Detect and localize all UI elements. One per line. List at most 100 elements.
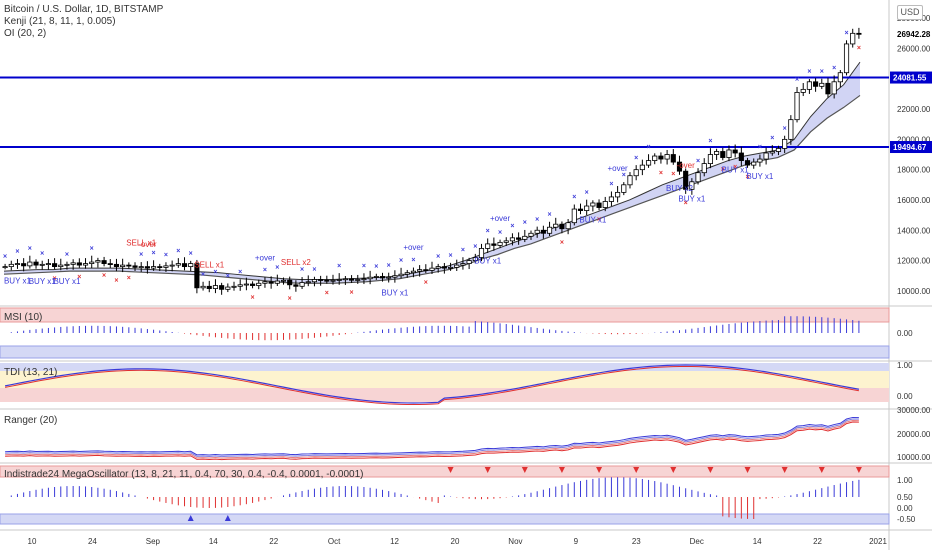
stop-marker: × [745,174,749,181]
candle-body [274,280,280,284]
candle-body [250,283,256,286]
stop-marker: × [65,251,69,258]
candle-body [571,208,577,224]
candle-body [856,32,862,35]
candle-body [126,264,132,267]
candle-body [602,201,608,208]
indicator-kenji-label[interactable]: Kenji (21, 8, 11, 1, 0.005) [4,16,116,27]
stop-marker: × [783,125,787,132]
candle-body [800,88,806,93]
currency-button[interactable]: USD [897,5,923,20]
stop-marker: × [510,223,514,230]
stop-marker: × [337,263,341,270]
candle-body [639,164,645,171]
candle-body [305,281,311,284]
mega-lower-zone [0,513,890,525]
tdi-label[interactable]: TDI (13, 21) [4,367,58,378]
candle-body [837,72,843,83]
candle-body [39,263,45,266]
stop-marker: × [226,273,230,280]
mega-sell-arrow [670,467,677,473]
candle-body [95,260,101,263]
stop-marker: × [770,135,774,142]
candle-body [212,285,219,289]
candle-body [447,266,454,269]
mega-buy-arrow [187,515,194,521]
candle-body [181,263,188,268]
candle-body [76,262,82,266]
stop-marker: × [127,275,131,282]
symbol-title[interactable]: Bitcoin / U.S. Dollar, 1D, BITSTAMP [4,4,164,15]
stop-marker: × [523,220,527,227]
stop-marker: × [807,69,811,76]
candle-body [497,241,503,246]
time-tick-label: Nov [508,537,522,546]
signal-label: BUY x1 [678,194,706,203]
stop-marker: × [548,211,552,218]
time-tick-label: 2021 [869,537,887,546]
candle-body [423,269,429,272]
stop-marker: × [53,276,57,283]
mega-upper-zone [0,465,890,478]
time-tick-label: Dec [690,537,704,546]
time-tick-label: 23 [632,537,641,546]
candle-body [101,260,107,264]
msi-pane [0,307,890,359]
candle-body [732,149,738,154]
candle-body [237,284,243,287]
candle-body [435,266,441,269]
candle-body [540,229,546,234]
signal-label: BUY x2 [666,184,694,193]
candle-body [714,151,720,155]
candle-body [831,81,837,95]
stop-marker: × [312,266,316,273]
mega-sell-arrow [596,467,603,473]
price-tick-label: 12000.00 [897,257,931,266]
tdi-lower-zone [0,388,889,402]
stop-marker: × [300,267,304,274]
mega-sell-arrow [781,467,788,473]
stop-marker: × [486,228,490,235]
stop-marker: × [560,240,564,247]
time-tick-label: 14 [753,537,762,546]
candle-body [64,263,70,266]
stop-marker: × [152,250,156,257]
candle-body [113,263,120,268]
candle-body [788,119,794,140]
ranger-label[interactable]: Ranger (20) [4,415,58,426]
signal-label: BUY x1 [381,288,409,297]
candle-body [144,266,150,269]
msi-label[interactable]: MSI (10) [4,312,43,323]
stop-marker: × [325,290,329,297]
stop-marker: × [424,279,428,286]
price-tick-label: 16000.00 [897,196,931,205]
candle-body [751,161,757,166]
candle-body [417,269,423,272]
candle-body [534,229,540,234]
signal-label: SELL x1 [194,260,224,269]
candle-body [577,208,584,211]
candle-body [615,191,621,198]
level-price-label: 24081.55 [893,74,927,83]
candle-body [138,266,144,269]
tdi-upper-zone [0,363,889,371]
indicator-oi-label[interactable]: OI (20, 2) [4,28,47,39]
candle-body [256,282,262,286]
candle-body [194,263,200,289]
candle-body [287,279,293,286]
candle-body [324,279,330,282]
mega-tick-label: -0.50 [897,515,916,524]
candle-body [58,264,64,268]
candle-body [819,82,825,87]
mega-pane [0,465,890,525]
mega-label[interactable]: Indistrade24 MegaOscillator (13, 8, 21, … [4,469,364,480]
candle-body [268,281,274,284]
stop-marker: × [473,244,477,251]
stop-marker: × [139,252,143,259]
candle-body [763,152,769,160]
candle-body [188,263,194,268]
time-tick-label: Oct [328,537,341,546]
time-tick-label: 14 [209,537,218,546]
candle-body [596,202,602,208]
